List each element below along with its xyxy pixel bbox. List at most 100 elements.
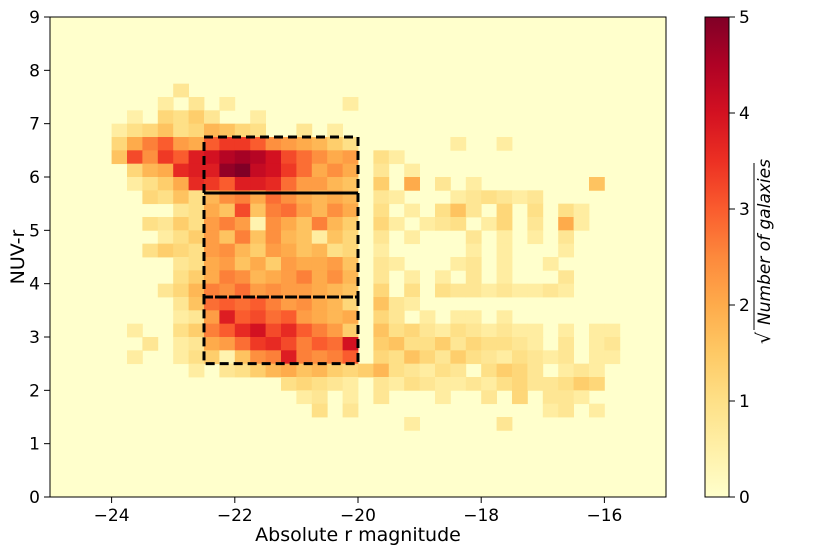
heatmap-cell — [311, 377, 328, 391]
heatmap-cell — [157, 97, 174, 111]
heatmap-cell — [188, 337, 205, 351]
heatmap-cell — [373, 363, 390, 378]
heatmap-cell — [373, 230, 390, 245]
heatmap-cell — [481, 283, 497, 298]
heatmap-cell — [373, 310, 390, 325]
heatmap-cell — [296, 297, 313, 311]
heatmap-cell — [234, 363, 251, 378]
heatmap-cell — [250, 243, 266, 258]
heatmap-cell — [450, 257, 467, 271]
heatmap-cell — [250, 337, 266, 351]
heatmap-cell — [404, 323, 420, 338]
heatmap-cell — [435, 217, 451, 231]
heatmap-cell — [496, 337, 513, 351]
heatmap-cell — [435, 203, 451, 218]
heatmap-cell — [373, 243, 390, 258]
heatmap-cell — [188, 323, 205, 338]
heatmap-cell — [465, 230, 482, 245]
heatmap-cell — [542, 403, 559, 418]
heatmap-cell — [419, 350, 436, 365]
heatmap-cell — [481, 217, 497, 231]
heatmap-cell — [250, 350, 266, 365]
heatmap-cell — [404, 230, 420, 245]
heatmap-cell — [311, 163, 328, 178]
heatmap-cell — [234, 123, 251, 138]
y-tick-label: 1 — [29, 435, 40, 455]
heatmap-cell — [589, 323, 605, 338]
heatmap-cell — [558, 323, 574, 338]
heatmap-cell — [327, 283, 343, 298]
heatmap-cell — [157, 230, 174, 245]
heatmap-cell — [296, 230, 313, 245]
colorbar: 0 1 2 3 4 5 — [704, 8, 750, 508]
colorbar-tick-label: 1 — [739, 392, 750, 412]
heatmap-cell — [327, 363, 343, 378]
heatmap-cell — [342, 377, 359, 391]
heatmap-cell — [527, 323, 544, 338]
heatmap-cell — [496, 230, 513, 245]
heatmap-cell — [234, 243, 251, 258]
y-tick-label: 9 — [29, 8, 40, 28]
heatmap-cell — [296, 123, 313, 138]
heatmap-cell — [419, 363, 436, 378]
heatmap-cell — [111, 123, 128, 138]
heatmap-cell — [327, 377, 343, 391]
heatmap-cell — [450, 363, 467, 378]
heatmap-cell — [204, 203, 220, 218]
selection-boxes — [202, 135, 360, 366]
heatmap-cell — [219, 123, 236, 138]
heatmap-cell — [404, 297, 420, 311]
heatmap-cell — [157, 163, 174, 178]
heatmap-cell — [219, 337, 236, 351]
heatmap-cell — [173, 323, 189, 338]
heatmap-cell — [173, 257, 189, 271]
heatmap-cell — [435, 337, 451, 351]
heatmap-cell — [558, 337, 574, 351]
heatmap-cell — [496, 217, 513, 231]
heatmap-cell — [127, 323, 143, 338]
heatmap-cell — [281, 363, 297, 378]
heatmap-cell — [281, 270, 297, 285]
heatmap-cell — [450, 217, 467, 231]
heatmap-cell — [265, 270, 282, 285]
heatmap-cell — [404, 337, 420, 351]
heatmap-cell — [234, 203, 251, 218]
heatmap-cell — [157, 190, 174, 205]
heatmap-cell — [142, 123, 159, 138]
heatmap-cell — [296, 310, 313, 325]
heatmap-cell — [465, 257, 482, 271]
heatmap-cell — [234, 337, 251, 351]
heatmap-cell — [142, 150, 159, 165]
heatmap-cell — [188, 283, 205, 298]
heatmap-cell — [342, 163, 359, 178]
heatmap-cell — [573, 203, 590, 218]
heatmap-cell — [419, 377, 436, 391]
heatmap-cell — [465, 270, 482, 285]
y-tick-label: 3 — [29, 328, 40, 348]
heatmap-cell — [173, 83, 189, 98]
heatmap-cell — [542, 257, 559, 271]
heatmap-cell — [527, 230, 544, 245]
heatmap-cell — [373, 217, 390, 231]
heatmap-cell — [311, 230, 328, 245]
heatmap-cell — [311, 137, 328, 151]
heatmap-cell — [173, 310, 189, 325]
colorbar-tick-label: 4 — [739, 104, 750, 124]
heatmap-cell — [311, 323, 328, 338]
heatmap-cell — [265, 337, 282, 351]
heatmap-cell — [542, 283, 559, 298]
heatmap-cell — [204, 230, 220, 245]
heatmap-cell — [281, 243, 297, 258]
heatmap-cell — [219, 363, 236, 378]
heatmap-cell — [558, 230, 574, 245]
heatmap-cell — [296, 363, 313, 378]
heatmap-cell — [173, 137, 189, 151]
heatmap-cell — [388, 190, 405, 205]
heatmap-cell — [435, 377, 451, 391]
heatmap-cell — [173, 283, 189, 298]
heatmap-cell — [219, 230, 236, 245]
heatmap-cell — [142, 137, 159, 151]
heatmap-cell — [435, 323, 451, 338]
heatmap-cell — [219, 137, 236, 151]
colorbar-tick-label: 3 — [739, 200, 750, 220]
